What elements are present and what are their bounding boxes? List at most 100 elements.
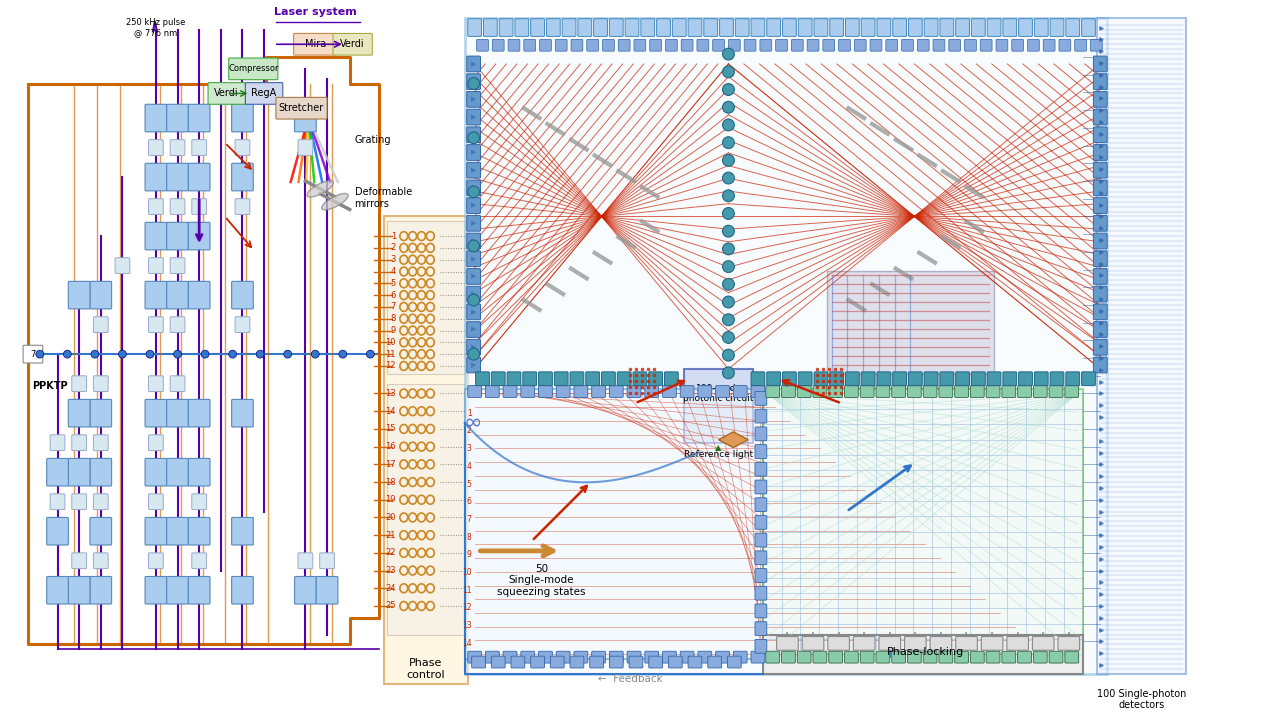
FancyBboxPatch shape — [232, 282, 253, 309]
FancyBboxPatch shape — [792, 39, 803, 51]
FancyBboxPatch shape — [94, 317, 108, 332]
Text: Stretcher: Stretcher — [279, 103, 324, 113]
Text: ▶: ▶ — [471, 273, 476, 279]
FancyBboxPatch shape — [23, 345, 43, 363]
FancyBboxPatch shape — [955, 637, 977, 650]
FancyBboxPatch shape — [1093, 339, 1107, 355]
FancyBboxPatch shape — [798, 372, 812, 386]
FancyBboxPatch shape — [727, 656, 741, 668]
Text: ▶: ▶ — [471, 61, 476, 67]
FancyBboxPatch shape — [51, 494, 65, 510]
FancyBboxPatch shape — [550, 656, 564, 668]
FancyBboxPatch shape — [986, 386, 1000, 397]
FancyBboxPatch shape — [540, 39, 551, 51]
FancyBboxPatch shape — [645, 651, 659, 663]
FancyBboxPatch shape — [1093, 109, 1107, 125]
FancyBboxPatch shape — [148, 553, 163, 568]
FancyBboxPatch shape — [554, 372, 568, 386]
FancyBboxPatch shape — [755, 515, 767, 529]
FancyBboxPatch shape — [755, 480, 767, 494]
FancyBboxPatch shape — [1059, 39, 1071, 51]
FancyBboxPatch shape — [908, 19, 922, 36]
Text: 24: 24 — [651, 660, 660, 669]
FancyBboxPatch shape — [987, 372, 1001, 386]
FancyBboxPatch shape — [1093, 163, 1107, 178]
FancyBboxPatch shape — [1034, 386, 1047, 397]
FancyBboxPatch shape — [688, 19, 702, 36]
FancyBboxPatch shape — [981, 39, 992, 51]
FancyBboxPatch shape — [755, 533, 767, 547]
FancyBboxPatch shape — [484, 19, 497, 36]
FancyBboxPatch shape — [170, 140, 185, 155]
Text: ▶: ▶ — [471, 238, 476, 244]
FancyBboxPatch shape — [964, 39, 977, 51]
FancyBboxPatch shape — [1019, 372, 1033, 386]
FancyBboxPatch shape — [1093, 215, 1107, 231]
Text: 11: 11 — [462, 586, 471, 595]
Text: 7: 7 — [466, 515, 471, 524]
Text: ▶: ▶ — [471, 344, 476, 350]
Text: 7: 7 — [390, 302, 395, 312]
Bar — [388, 384, 465, 635]
FancyBboxPatch shape — [862, 19, 875, 36]
FancyBboxPatch shape — [813, 386, 827, 397]
FancyBboxPatch shape — [972, 372, 986, 386]
FancyBboxPatch shape — [47, 518, 68, 545]
FancyBboxPatch shape — [877, 19, 891, 36]
FancyBboxPatch shape — [755, 427, 767, 441]
FancyBboxPatch shape — [570, 372, 584, 386]
Text: 1: 1 — [390, 232, 395, 240]
Circle shape — [468, 294, 479, 306]
FancyBboxPatch shape — [466, 163, 480, 178]
FancyBboxPatch shape — [167, 458, 189, 486]
FancyBboxPatch shape — [1093, 357, 1107, 373]
Bar — [763, 635, 1082, 674]
FancyBboxPatch shape — [875, 386, 889, 397]
Text: 6: 6 — [390, 291, 395, 299]
FancyBboxPatch shape — [755, 622, 767, 635]
Circle shape — [722, 137, 735, 148]
Text: ∞: ∞ — [464, 413, 481, 433]
FancyBboxPatch shape — [940, 19, 954, 36]
FancyBboxPatch shape — [466, 269, 480, 284]
Circle shape — [468, 132, 479, 143]
FancyBboxPatch shape — [924, 372, 938, 386]
FancyBboxPatch shape — [170, 317, 185, 332]
FancyBboxPatch shape — [755, 445, 767, 458]
FancyBboxPatch shape — [617, 372, 631, 386]
FancyBboxPatch shape — [955, 651, 968, 663]
FancyBboxPatch shape — [829, 651, 843, 663]
FancyBboxPatch shape — [531, 656, 545, 668]
FancyBboxPatch shape — [570, 656, 584, 668]
FancyBboxPatch shape — [167, 282, 189, 309]
FancyBboxPatch shape — [972, 19, 986, 36]
FancyBboxPatch shape — [860, 651, 874, 663]
FancyBboxPatch shape — [592, 386, 606, 397]
FancyBboxPatch shape — [797, 386, 811, 397]
Circle shape — [722, 83, 735, 96]
Text: Mira: Mira — [304, 39, 326, 49]
Bar — [384, 217, 468, 684]
FancyBboxPatch shape — [854, 637, 875, 650]
FancyBboxPatch shape — [170, 376, 185, 391]
FancyBboxPatch shape — [167, 163, 189, 191]
FancyBboxPatch shape — [827, 637, 849, 650]
Text: 19: 19 — [385, 496, 395, 504]
FancyBboxPatch shape — [189, 518, 210, 545]
Circle shape — [722, 48, 735, 60]
Bar — [388, 221, 465, 374]
FancyBboxPatch shape — [860, 386, 874, 397]
FancyBboxPatch shape — [924, 386, 938, 397]
FancyBboxPatch shape — [144, 399, 167, 427]
Ellipse shape — [322, 193, 348, 210]
Circle shape — [722, 190, 735, 202]
FancyBboxPatch shape — [908, 372, 922, 386]
FancyBboxPatch shape — [1093, 287, 1107, 302]
FancyBboxPatch shape — [1002, 386, 1016, 397]
FancyBboxPatch shape — [656, 19, 670, 36]
FancyBboxPatch shape — [90, 518, 111, 545]
FancyBboxPatch shape — [767, 19, 780, 36]
FancyBboxPatch shape — [807, 39, 818, 51]
Text: ▶: ▶ — [471, 167, 476, 173]
FancyBboxPatch shape — [735, 19, 749, 36]
